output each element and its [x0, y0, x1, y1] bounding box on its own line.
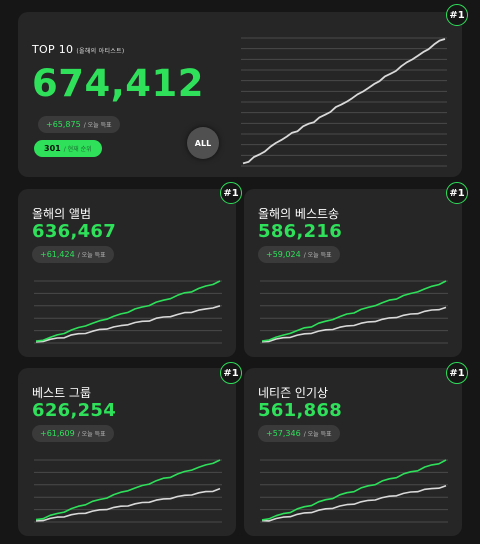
card-total: 561,868 [258, 400, 343, 421]
hero-title-text: TOP 10 [32, 43, 74, 56]
card-title: 올해의 베스트송 [258, 207, 340, 221]
series-line-green [35, 280, 221, 342]
series-line-green [261, 459, 447, 521]
card-delta: +57,346 [266, 429, 301, 438]
hero-rank-badge: #1 [446, 4, 468, 26]
category-card-best-song[interactable]: 올해의 베스트송 586,216 +59,024/ 오늘 득표 [244, 189, 462, 357]
hero-line-chart [241, 37, 447, 167]
all-button[interactable]: ALL [187, 127, 219, 159]
card-line-chart [34, 459, 222, 523]
category-card-best-group[interactable]: 베스트 그룹 626,254 +61,609/ 오늘 득표 [18, 368, 236, 536]
card-delta-label: / 오늘 득표 [303, 252, 332, 259]
card-delta-pill: +61,424/ 오늘 득표 [32, 246, 114, 263]
series-line-gray [35, 305, 221, 343]
hero-title: TOP 10 (올해의 아티스트) [32, 43, 125, 56]
series-line-green [35, 459, 221, 521]
series-line-green [261, 280, 447, 342]
card-rank-badge: #1 [446, 182, 468, 204]
card-line-chart [260, 280, 448, 344]
hero-series-line [242, 38, 446, 165]
card-delta-pill: +61,609/ 오늘 득표 [32, 425, 114, 442]
card-title: 네티즌 인기상 [258, 386, 329, 400]
category-card-netizen[interactable]: 네티즌 인기상 561,868 +57,346/ 오늘 득표 [244, 368, 462, 536]
card-delta: +61,424 [40, 250, 75, 259]
card-delta-pill: +59,024/ 오늘 득표 [258, 246, 340, 263]
hero-count: 301 [44, 144, 61, 153]
card-line-chart [260, 459, 448, 523]
series-line-gray [35, 487, 221, 522]
series-line-gray [261, 485, 447, 522]
card-rank-badge: #1 [220, 362, 242, 384]
series-line-gray [261, 306, 447, 343]
hero-daily-label: / 오늘 득표 [83, 122, 112, 129]
hero-count-pill: 301/ 현재 순위 [34, 140, 102, 157]
card-delta: +61,609 [40, 429, 75, 438]
hero-card: TOP 10 (올해의 아티스트) 674,412 +65,875/ 오늘 득표 … [18, 12, 462, 177]
hero-daily-delta: +65,875 [46, 120, 81, 129]
card-title: 올해의 앨범 [32, 207, 92, 221]
category-card-album[interactable]: 올해의 앨범 636,467 +61,424/ 오늘 득표 [18, 189, 236, 357]
card-rank-badge: #1 [220, 182, 242, 204]
card-total: 626,254 [32, 400, 117, 421]
card-line-chart [34, 280, 222, 344]
hero-total: 674,412 [32, 62, 205, 105]
card-total: 636,467 [32, 221, 117, 242]
hero-count-label: / 현재 순위 [63, 146, 92, 153]
card-delta-label: / 오늘 득표 [303, 431, 332, 438]
card-delta-pill: +57,346/ 오늘 득표 [258, 425, 340, 442]
card-delta: +59,024 [266, 250, 301, 259]
card-title: 베스트 그룹 [32, 386, 92, 400]
card-rank-badge: #1 [446, 362, 468, 384]
hero-daily-pill: +65,875/ 오늘 득표 [38, 116, 120, 133]
card-delta-label: / 오늘 득표 [77, 252, 106, 259]
card-total: 586,216 [258, 221, 343, 242]
hero-subtitle: (올해의 아티스트) [76, 48, 125, 55]
card-delta-label: / 오늘 득표 [77, 431, 106, 438]
